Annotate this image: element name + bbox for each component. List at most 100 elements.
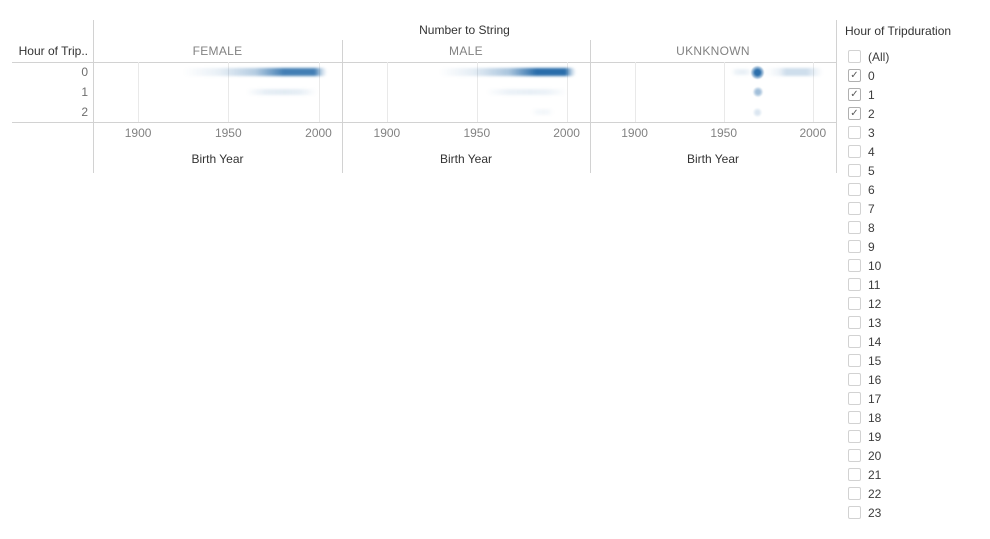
column-header-male: MALE (449, 44, 483, 58)
filter-item-label[interactable]: 16 (868, 372, 882, 387)
checkbox-12[interactable] (848, 297, 861, 310)
filter-item-label[interactable]: 7 (868, 201, 875, 216)
filter-item-9[interactable]: 9 (848, 237, 987, 256)
filter-item-all[interactable]: (All) (848, 47, 987, 66)
plot-right-border (836, 20, 837, 173)
checkbox-16[interactable] (848, 373, 861, 386)
filter-item-23[interactable]: 23 (848, 503, 987, 522)
density-dot-uknknown-row1[interactable] (752, 87, 763, 97)
filter-item-label[interactable]: 1 (868, 87, 875, 102)
checkbox-21[interactable] (848, 468, 861, 481)
filter-item-label[interactable]: 22 (868, 486, 882, 501)
x-tick-2000: 2000 (553, 126, 580, 140)
x-tick-1950: 1950 (214, 126, 242, 140)
filter-item-1[interactable]: ✓ 1 (848, 85, 987, 104)
filter-item-label[interactable]: 15 (868, 353, 882, 368)
filter-item-label[interactable]: 6 (868, 182, 875, 197)
plot-left-border (93, 20, 94, 173)
filter-item-label[interactable]: 11 (868, 277, 881, 292)
filter-item-5[interactable]: 5 (848, 161, 987, 180)
filter-item-2[interactable]: ✓ 2 (848, 104, 987, 123)
checkbox-1[interactable]: ✓ (848, 88, 861, 101)
filter-item-label[interactable]: 20 (868, 448, 882, 463)
filter-item-16[interactable]: 16 (848, 370, 987, 389)
checkbox-8[interactable] (848, 221, 861, 234)
checkbox-10[interactable] (848, 259, 861, 272)
filter-item-label[interactable]: 21 (868, 467, 882, 482)
filter-item-18[interactable]: 18 (848, 408, 987, 427)
checkbox-23[interactable] (848, 506, 861, 519)
filter-item-8[interactable]: 8 (848, 218, 987, 237)
density-mark-uknknown-row0[interactable] (730, 69, 753, 75)
filter-item-label[interactable]: 3 (868, 125, 875, 140)
checkbox-3[interactable] (848, 126, 861, 139)
density-mark-female-row0[interactable] (183, 68, 328, 76)
filter-item-label[interactable]: (All) (868, 49, 890, 64)
checkbox-17[interactable] (848, 392, 861, 405)
checkbox-all[interactable] (848, 50, 861, 63)
checkbox-2[interactable]: ✓ (848, 107, 861, 120)
filter-item-label[interactable]: 13 (868, 315, 882, 330)
checkbox-22[interactable] (848, 487, 861, 500)
checkbox-5[interactable] (848, 164, 861, 177)
filter-item-10[interactable]: 10 (848, 256, 987, 275)
checkbox-0[interactable]: ✓ (848, 69, 861, 82)
checkbox-4[interactable] (848, 145, 861, 158)
checkbox-6[interactable] (848, 183, 861, 196)
filter-item-6[interactable]: 6 (848, 180, 987, 199)
checkbox-15[interactable] (848, 354, 861, 367)
filter-item-label[interactable]: 8 (868, 220, 875, 235)
x-tick-1900: 1900 (621, 126, 648, 140)
x-tick-1900: 1900 (373, 126, 401, 140)
density-mark-female-row1[interactable] (246, 89, 317, 95)
checkbox-14[interactable] (848, 335, 861, 348)
filter-item-7[interactable]: 7 (848, 199, 987, 218)
density-mark-male-row2[interactable] (530, 109, 555, 115)
checkbox-13[interactable] (848, 316, 861, 329)
filter-item-17[interactable]: 17 (848, 389, 987, 408)
filter-item-label[interactable]: 23 (868, 505, 882, 520)
filter-item-20[interactable]: 20 (848, 446, 987, 465)
filter-item-label[interactable]: 2 (868, 106, 875, 121)
filter-item-21[interactable]: 21 (848, 465, 987, 484)
checkbox-11[interactable] (848, 278, 861, 291)
checkbox-19[interactable] (848, 430, 861, 443)
chart-title: Number to String (419, 23, 510, 37)
x-tick-1950: 1950 (463, 126, 491, 140)
filter-item-14[interactable]: 14 (848, 332, 987, 351)
filter-item-0[interactable]: ✓ 0 (848, 66, 987, 85)
filter-item-label[interactable]: 0 (868, 68, 875, 83)
filter-item-label[interactable]: 18 (868, 410, 882, 425)
filter-item-15[interactable]: 15 (848, 351, 987, 370)
filter-item-4[interactable]: 4 (848, 142, 987, 161)
filter-item-22[interactable]: 22 (848, 484, 987, 503)
filter-item-19[interactable]: 19 (848, 427, 987, 446)
gridline-2000 (812, 62, 814, 122)
filter-item-13[interactable]: 13 (848, 313, 987, 332)
density-mark-male-row1[interactable] (485, 89, 567, 95)
checkbox-18[interactable] (848, 411, 861, 424)
gridline-2000 (566, 62, 568, 122)
density-mark-uknknown-row0[interactable] (762, 68, 824, 76)
filter-panel: Hour of Tripduration (All) ✓ 0 ✓ 1 ✓ 2 3 4 5 6 7 8 9 1… (845, 24, 987, 522)
filter-item-label[interactable]: 14 (868, 334, 882, 349)
filter-item-label[interactable]: 10 (868, 258, 882, 273)
filter-item-label[interactable]: 17 (868, 391, 882, 406)
checkbox-20[interactable] (848, 449, 861, 462)
density-mark-male-row0[interactable] (439, 68, 576, 76)
density-dot-uknknown-row2[interactable] (753, 107, 763, 117)
filter-item-label[interactable]: 5 (868, 163, 875, 178)
column-header-uknknown: UKNKNOWN (676, 44, 750, 58)
filter-item-label[interactable]: 19 (868, 429, 882, 444)
filter-item-12[interactable]: 12 (848, 294, 987, 313)
checkbox-7[interactable] (848, 202, 861, 215)
density-dot-uknknown-row0[interactable] (751, 65, 765, 79)
filter-item-3[interactable]: 3 (848, 123, 987, 142)
checkbox-9[interactable] (848, 240, 861, 253)
checkmark-icon: ✓ (850, 107, 859, 119)
filter-item-label[interactable]: 4 (868, 144, 875, 159)
row-label-1: 1 (81, 85, 88, 99)
filter-item-11[interactable]: 11 (848, 275, 987, 294)
filter-item-label[interactable]: 12 (868, 296, 882, 311)
filter-item-label[interactable]: 9 (868, 239, 875, 254)
